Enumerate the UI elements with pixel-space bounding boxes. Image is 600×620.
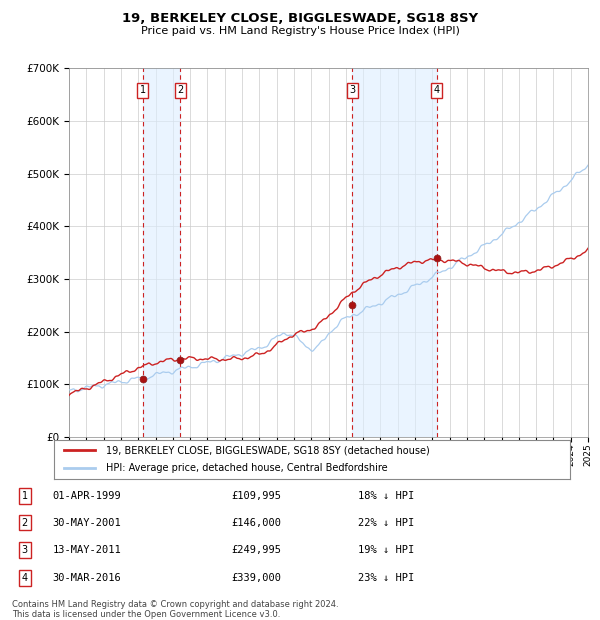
Bar [352, 68, 437, 437]
Text: 2: 2 [177, 86, 183, 95]
Bar [143, 68, 180, 437]
Text: £249,995: £249,995 [231, 545, 281, 555]
Text: 18% ↓ HPI: 18% ↓ HPI [358, 491, 414, 501]
Text: Price paid vs. HM Land Registry's House Price Index (HPI): Price paid vs. HM Land Registry's House … [140, 26, 460, 36]
Text: 30-MAY-2001: 30-MAY-2001 [52, 518, 121, 528]
Text: Contains HM Land Registry data © Crown copyright and database right 2024.: Contains HM Land Registry data © Crown c… [12, 600, 338, 609]
Text: 19% ↓ HPI: 19% ↓ HPI [358, 545, 414, 555]
Text: £146,000: £146,000 [231, 518, 281, 528]
Text: 19, BERKELEY CLOSE, BIGGLESWADE, SG18 8SY (detached house): 19, BERKELEY CLOSE, BIGGLESWADE, SG18 8S… [106, 445, 430, 455]
Text: 1: 1 [139, 86, 146, 95]
Text: 3: 3 [22, 545, 28, 555]
Text: 22% ↓ HPI: 22% ↓ HPI [358, 518, 414, 528]
Text: 3: 3 [349, 86, 355, 95]
Text: 01-APR-1999: 01-APR-1999 [52, 491, 121, 501]
Text: 13-MAY-2011: 13-MAY-2011 [52, 545, 121, 555]
Text: £109,995: £109,995 [231, 491, 281, 501]
Text: 30-MAR-2016: 30-MAR-2016 [52, 573, 121, 583]
Text: 23% ↓ HPI: 23% ↓ HPI [358, 573, 414, 583]
Text: HPI: Average price, detached house, Central Bedfordshire: HPI: Average price, detached house, Cent… [106, 463, 387, 473]
Text: 2: 2 [22, 518, 28, 528]
Text: 4: 4 [22, 573, 28, 583]
Text: 1: 1 [22, 491, 28, 501]
Text: 19, BERKELEY CLOSE, BIGGLESWADE, SG18 8SY: 19, BERKELEY CLOSE, BIGGLESWADE, SG18 8S… [122, 12, 478, 25]
Text: £339,000: £339,000 [231, 573, 281, 583]
Text: This data is licensed under the Open Government Licence v3.0.: This data is licensed under the Open Gov… [12, 610, 280, 619]
Text: 4: 4 [434, 86, 440, 95]
